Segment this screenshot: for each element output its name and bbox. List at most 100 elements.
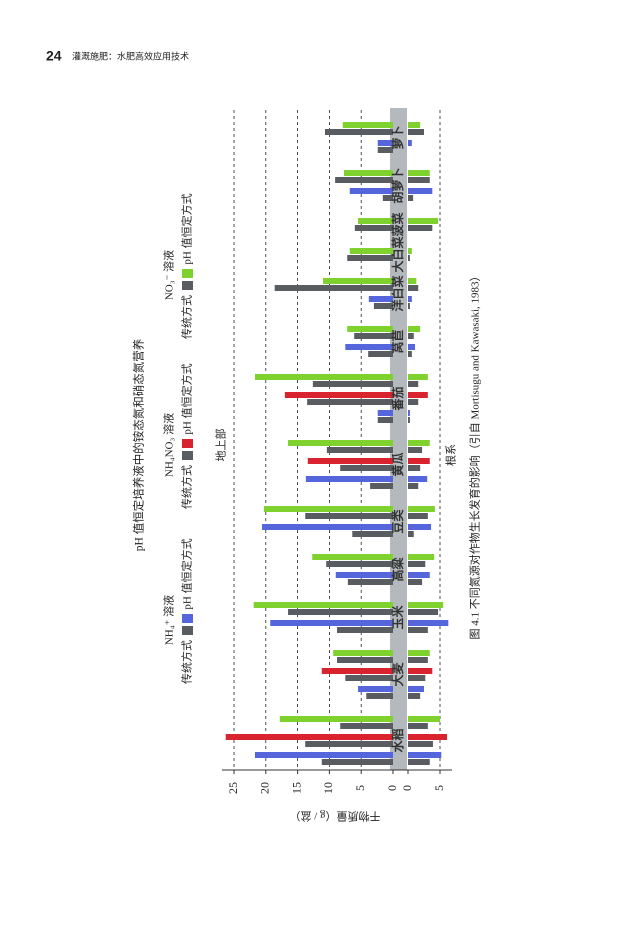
bar [307,399,393,405]
bar [261,524,393,530]
bar [366,693,393,699]
legend-swatch [182,439,193,448]
bar [408,620,449,626]
bar [335,572,393,578]
bar [279,716,393,722]
bar [326,447,393,453]
legend-swatch [182,614,193,623]
bar [408,458,430,464]
bar [408,296,412,302]
bar [408,723,428,729]
bar [408,561,426,567]
legend-group: NO₃⁻ 溶液 [162,250,176,300]
x-tick-label: 0 [400,785,414,791]
bar [312,554,393,560]
bar [254,374,393,380]
bar [408,668,433,674]
bar [349,188,393,194]
bar [345,344,393,350]
bar [312,381,393,387]
bar [408,513,428,519]
bar [408,554,435,560]
x-tick-label: 10 [321,782,335,794]
bar [408,326,421,332]
bar [345,675,393,681]
legend-label: pH 值恒定方式 [180,363,194,434]
bar [368,296,393,302]
category-label: 番茄 [390,386,405,411]
bar [408,686,424,692]
legend-label: 传统方式 [180,295,194,339]
axis-label: 干物质量（g / 盆） [289,809,380,823]
bar [408,483,419,489]
bar [408,741,433,747]
category-label: 菠菜 [390,212,405,236]
legend-label: pH 值恒定方式 [180,538,194,609]
bar [358,218,393,224]
x-tick-label: 20 [258,782,272,794]
bar [321,759,393,765]
legend-swatch [182,626,193,635]
bar [408,752,442,758]
bar [408,447,423,453]
category-label: 水稻 [390,728,405,752]
legend-label: 传统方式 [180,465,194,509]
category-label: 玉米 [390,605,405,630]
bar [305,741,393,747]
bar [253,602,393,608]
bar [263,506,393,512]
figure-caption: 图 4.1 不同氮源对作物生长发育的影响（引自 Mortisugu and Ka… [468,270,482,639]
bar [408,374,428,380]
bar [321,668,393,674]
bar [408,381,419,387]
bar [347,326,393,332]
bar [408,572,430,578]
bar [326,561,393,567]
category-label: 胡萝卜 [390,167,405,203]
category-label: 大麦 [390,662,405,687]
legend-label: 传统方式 [180,640,194,684]
bar [408,122,421,128]
bar [274,285,393,291]
legend-swatch [182,451,193,460]
bar [408,399,419,405]
bar [408,693,421,699]
page-number: 24 [46,48,62,64]
bar [354,333,393,339]
bar [408,140,412,146]
x-tick-label: 5 [353,785,367,791]
category-label: 洋白菜 [390,275,405,311]
category-label: 萝卜 [390,125,405,149]
bar [408,285,419,291]
x-tick-label: 25 [226,782,240,794]
bar [408,129,424,135]
bar [347,579,393,585]
legend-title: pH 值恒定培养液中的铵态氮和硝态氮营养 [132,338,146,551]
category-label: 莴苣 [390,329,405,353]
bar [225,734,393,740]
bar [408,255,410,261]
bar [337,657,393,663]
bar [335,177,393,183]
bar [408,195,414,201]
bar [333,650,393,656]
bar [408,333,414,339]
bar [344,170,393,176]
x-tick-label: 5 [432,785,446,791]
bar [408,759,430,765]
x-tick-label: 15 [289,782,303,794]
bar [408,657,428,663]
bar [408,716,440,722]
bar [408,531,414,537]
category-label: 大白菜 [390,236,405,272]
bar [377,147,393,153]
bar [324,129,393,135]
bar [284,392,393,398]
bar [270,620,393,626]
bar [408,440,430,446]
bar [254,752,393,758]
bar [373,303,393,309]
bar [408,627,428,633]
